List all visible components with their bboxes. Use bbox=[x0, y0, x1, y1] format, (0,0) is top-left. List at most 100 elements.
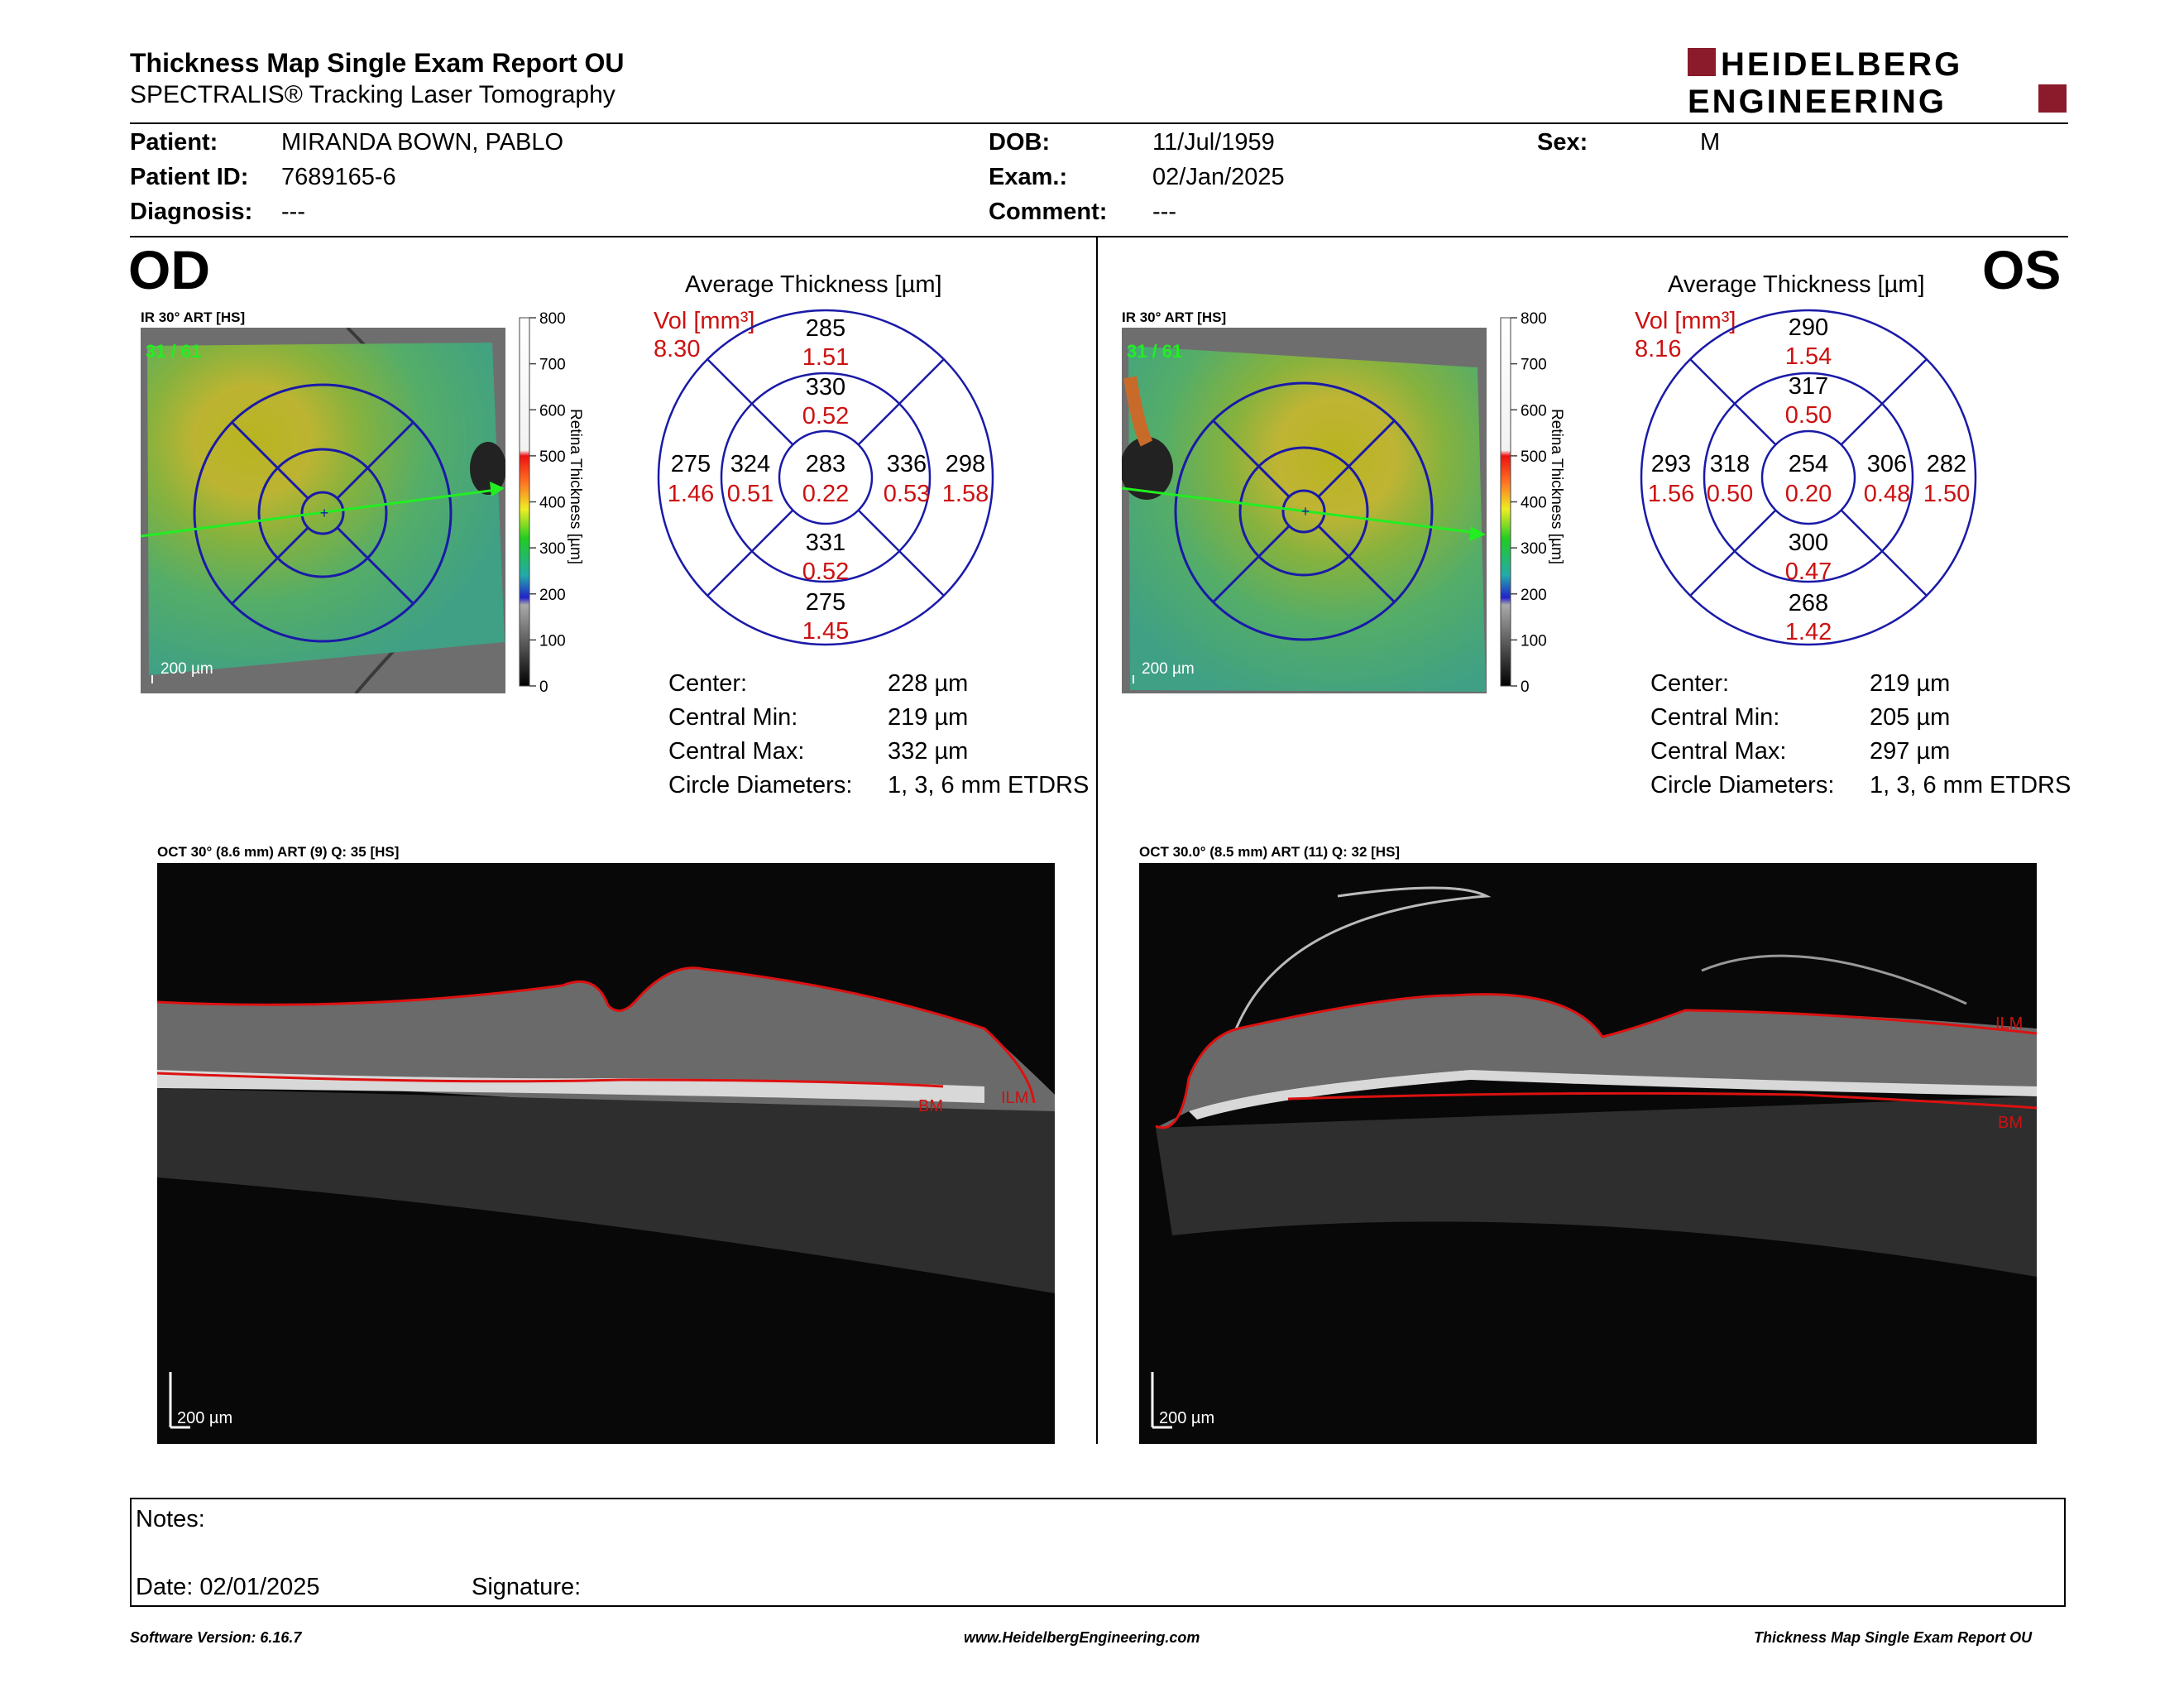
footer-report-name: Thickness Map Single Exam Report OU bbox=[1754, 1629, 2033, 1646]
os-eye-label: OS bbox=[1982, 239, 2062, 300]
od-outer-top-thickness: 285 bbox=[806, 315, 845, 342]
os-scale-title: Retina Thickness [µm] bbox=[1548, 409, 1565, 564]
od-etdrs-grid[interactable]: 285 1.51 330 0.52 275 1.46 324 0.51 283 … bbox=[654, 306, 1001, 654]
os-circle-diam-label: Circle Diameters: bbox=[1650, 772, 1835, 798]
header-rule bbox=[130, 122, 2068, 124]
os-frame-counter: 31 / 61 bbox=[1127, 341, 1182, 362]
diagnosis-value: --- bbox=[281, 199, 305, 225]
od-inner-left-vol: 0.51 bbox=[727, 481, 774, 507]
signature-label: Signature: bbox=[472, 1574, 582, 1600]
od-scale-tick-label: 100 bbox=[539, 632, 566, 650]
os-ilm-label: ILM bbox=[1995, 1014, 2023, 1033]
os-oct-bscan[interactable]: ILM BM 200 µm bbox=[1139, 863, 2037, 1444]
patient-id: 7689165-6 bbox=[281, 164, 396, 190]
od-scale-tick-label: 0 bbox=[539, 679, 548, 696]
os-ir-label: IR 30° ART [HS] bbox=[1122, 309, 1227, 325]
od-frame-counter: 31 / 61 bbox=[146, 341, 201, 362]
od-inner-top-thickness: 330 bbox=[806, 374, 845, 400]
logo-line1: HEIDELBERG bbox=[1721, 46, 1962, 83]
diagnosis-label: Diagnosis: bbox=[130, 199, 253, 225]
os-scale-tick-label: 700 bbox=[1521, 357, 1547, 374]
logo-line2: ENGINEERING bbox=[1688, 84, 1947, 116]
os-inner-left-vol: 0.50 bbox=[1707, 481, 1753, 507]
os-scale-tick-label: 500 bbox=[1521, 448, 1547, 466]
os-center-value: 219 µm bbox=[1870, 670, 1951, 697]
exam-value: 02/Jan/2025 bbox=[1152, 164, 1285, 190]
os-outer-bottom-thickness: 268 bbox=[1789, 590, 1828, 616]
os-outer-right-vol: 1.50 bbox=[1923, 481, 1970, 507]
od-ir-thickness-map[interactable]: + 31 / 61 200 µm bbox=[141, 328, 505, 693]
od-outer-left-thickness: 275 bbox=[671, 451, 711, 477]
od-color-scale: 800 700 600 500 400 300 200 100 0 Retina Thickne… bbox=[519, 310, 584, 696]
footer-version: Software Version: 6.16.7 bbox=[130, 1629, 302, 1646]
date-label: Date: 02/01/2025 bbox=[136, 1574, 320, 1600]
od-central-max-label: Central Max: bbox=[668, 738, 805, 765]
od-inner-bottom-thickness: 331 bbox=[806, 530, 845, 556]
od-outer-bottom-vol: 1.45 bbox=[802, 618, 849, 645]
os-ir-thickness-map[interactable]: + 31 / 61 200 µm bbox=[1122, 328, 1487, 693]
notes-box[interactable] bbox=[130, 1498, 2066, 1607]
os-vol-total: 8.16 bbox=[1635, 336, 1682, 362]
os-central-max-value: 297 µm bbox=[1870, 738, 1951, 765]
os-inner-bottom-thickness: 300 bbox=[1789, 530, 1828, 556]
od-oct-bscan[interactable]: ILM BM 200 µm bbox=[157, 863, 1055, 1444]
os-central-max-label: Central Max: bbox=[1650, 738, 1787, 765]
os-inner-top-vol: 0.50 bbox=[1785, 402, 1832, 429]
od-scale-title: Retina Thickness [µm] bbox=[567, 409, 584, 564]
os-scale-ticks: 800 700 600 500 400 300 200 100 0 bbox=[1511, 310, 1547, 696]
os-outer-right-thickness: 282 bbox=[1927, 451, 1966, 477]
footer-url[interactable]: www.HeidelbergEngineering.com bbox=[964, 1629, 1200, 1646]
os-scalebar: 200 µm bbox=[1142, 660, 1195, 678]
os-scale-tick-label: 300 bbox=[1521, 540, 1547, 558]
os-scale-tick-label: 0 bbox=[1521, 679, 1530, 696]
od-scale-tick-label: 400 bbox=[539, 495, 566, 512]
os-center-thickness: 254 bbox=[1789, 451, 1828, 477]
patient-label: Patient: bbox=[130, 129, 218, 156]
sex-value: M bbox=[1700, 129, 1721, 156]
od-outer-right-thickness: 298 bbox=[946, 451, 985, 477]
patient-id-label: Patient ID: bbox=[130, 164, 249, 190]
dob-value: 11/Jul/1959 bbox=[1152, 129, 1275, 156]
od-circle-diam-value: 1, 3, 6 mm ETDRS bbox=[888, 772, 1090, 798]
dob-label: DOB: bbox=[989, 129, 1051, 156]
od-central-min-value: 219 µm bbox=[888, 704, 969, 731]
od-scale-tick-label: 500 bbox=[539, 448, 566, 466]
od-center-vol: 0.22 bbox=[802, 481, 849, 507]
os-etdrs-grid[interactable]: 290 1.54 317 0.50 293 1.56 318 0.50 254 … bbox=[1635, 306, 1982, 654]
heidelberg-logo: HEIDELBERG ENGINEERING bbox=[1688, 46, 2067, 116]
od-center-thickness: 283 bbox=[806, 451, 845, 477]
report-title: Thickness Map Single Exam Report OU bbox=[130, 48, 625, 78]
report-subtitle: SPECTRALIS® Tracking Laser Tomography bbox=[130, 81, 615, 108]
os-inner-right-vol: 0.48 bbox=[1864, 481, 1910, 507]
os-inner-top-thickness: 317 bbox=[1789, 373, 1828, 400]
os-central-min-label: Central Min: bbox=[1650, 704, 1780, 731]
od-scale-tick-label: 300 bbox=[539, 540, 566, 558]
od-eye-label: OD bbox=[128, 239, 210, 300]
od-ir-label: IR 30° ART [HS] bbox=[141, 309, 246, 325]
od-outer-top-vol: 1.51 bbox=[802, 344, 849, 371]
os-scale-tick-label: 200 bbox=[1521, 587, 1547, 604]
os-bm-label: BM bbox=[1998, 1114, 2023, 1132]
od-circle-diam-label: Circle Diameters: bbox=[668, 772, 853, 798]
od-oct-scalebar: 200 µm bbox=[177, 1409, 232, 1427]
os-central-min-value: 205 µm bbox=[1870, 704, 1951, 731]
os-outer-left-vol: 1.56 bbox=[1648, 481, 1694, 507]
od-scale-tick-label: 600 bbox=[539, 402, 566, 420]
od-inner-right-thickness: 336 bbox=[887, 451, 927, 477]
comment-label: Comment: bbox=[989, 199, 1108, 225]
svg-text:+: + bbox=[320, 505, 329, 521]
od-scale-tick-label: 200 bbox=[539, 587, 566, 604]
os-scale-tick-label: 600 bbox=[1521, 402, 1547, 420]
os-vol-label: Vol [mm³] bbox=[1635, 308, 1736, 334]
os-circle-diam-value: 1, 3, 6 mm ETDRS bbox=[1870, 772, 2071, 798]
od-scale-ticks: 800 700 600 500 400 300 200 100 0 bbox=[529, 310, 566, 696]
os-avg-title: Average Thickness [µm] bbox=[1668, 271, 1925, 298]
os-scale-tick-label: 100 bbox=[1521, 632, 1547, 650]
os-inner-right-thickness: 306 bbox=[1867, 451, 1907, 477]
od-central-max-value: 332 µm bbox=[888, 738, 969, 765]
od-scale-tick-label: 800 bbox=[539, 310, 566, 328]
od-scale-tick-label: 700 bbox=[539, 357, 566, 374]
od-outer-bottom-thickness: 275 bbox=[806, 589, 845, 616]
os-inner-left-thickness: 318 bbox=[1710, 451, 1750, 477]
notes-label: Notes: bbox=[136, 1506, 205, 1532]
